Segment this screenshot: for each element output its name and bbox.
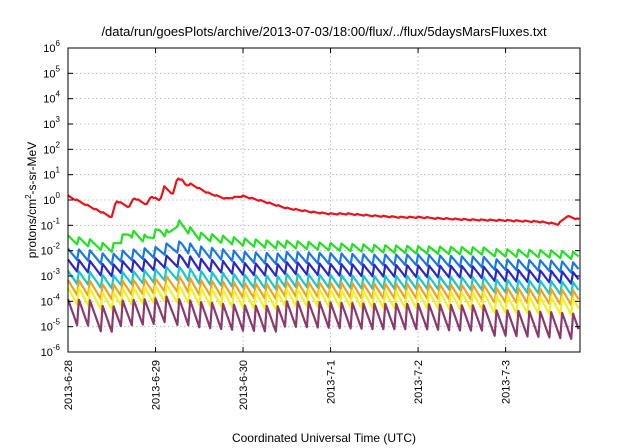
x-tick-label: 2013-6-28 — [63, 360, 75, 410]
y-tick-label: 105 — [43, 64, 60, 80]
x-axis-label: Coordinated Universal Time (UTC) — [232, 431, 416, 445]
y-tick-label: 10-5 — [41, 318, 61, 334]
series-line-2 — [67, 219, 580, 261]
y-tick-label: 10-3 — [41, 267, 61, 283]
x-tick-label: 2013-7-1 — [326, 360, 338, 404]
y-tick-label: 10-2 — [41, 242, 61, 258]
x-tick-label: 2013-7-3 — [501, 360, 513, 404]
y-tick-label: 100 — [43, 191, 60, 207]
x-tick-label: 2013-7-2 — [413, 360, 425, 404]
x-tick-label: 2013-6-30 — [238, 360, 250, 410]
x-tick-label: 2013-6-29 — [151, 360, 163, 410]
y-axis-label: protons/cm2-s-sr-MeV — [24, 142, 39, 258]
y-axis-label-sup: 2 — [24, 194, 33, 199]
series-line-1 — [67, 177, 580, 226]
y-tick-label: 104 — [43, 90, 60, 106]
series-line-6 — [67, 275, 580, 306]
series-line-4 — [67, 253, 580, 285]
x-tick-labels: 2013-6-28 2013-6-29 2013-6-30 2013-7-1 2013-… — [63, 360, 513, 410]
y-tick-label: 103 — [43, 115, 60, 131]
y-tick-label: 106 — [43, 39, 60, 55]
y-axis-label-post: -s-sr-MeV — [25, 142, 39, 195]
axis-ticks — [67, 47, 580, 353]
series-lines — [66, 177, 580, 340]
y-axis-label-pre: protons/cm — [25, 199, 39, 258]
series-line-7 — [67, 283, 580, 316]
y-tick-label: 10-1 — [41, 216, 61, 232]
chart-title: /data/run/goesPlots/archive/2013-07-03/1… — [101, 24, 547, 39]
y-tick-label: 101 — [43, 166, 60, 182]
series-line-8 — [66, 295, 580, 340]
series-line-3 — [67, 240, 580, 274]
y-tick-label: 10-6 — [41, 343, 61, 359]
y-tick-labels: 106 105 104 103 102 101 100 10-1 10-2 10-3 10-4 10-… — [41, 39, 61, 359]
y-tick-label: 102 — [43, 140, 60, 156]
y-tick-label: 10-4 — [41, 292, 61, 308]
series-line-5 — [67, 265, 580, 296]
